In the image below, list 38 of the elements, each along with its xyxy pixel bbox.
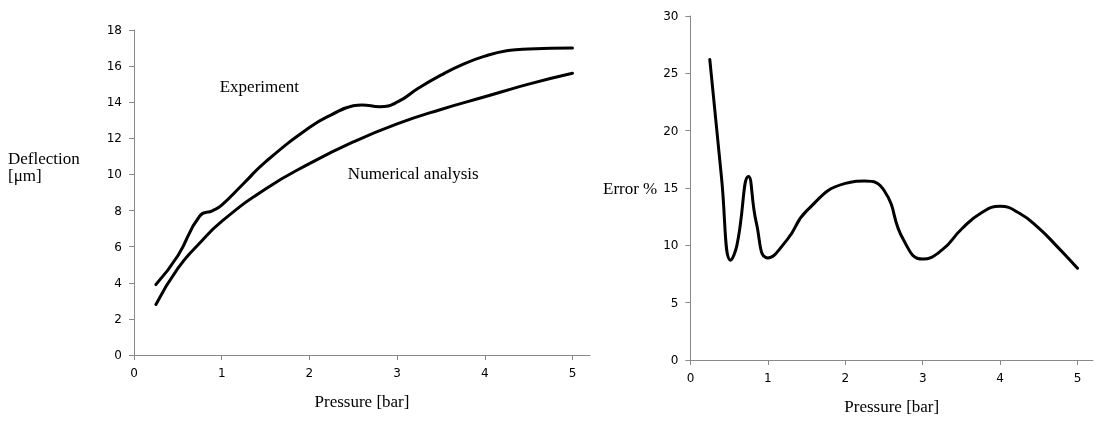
x-tick-label: 4 <box>996 371 1004 385</box>
x-tick-label: 0 <box>130 366 138 380</box>
y-tick-label: 2 <box>114 311 122 326</box>
y-axis-title: Deflection [μm] <box>8 149 84 185</box>
y-tick-label: 5 <box>670 295 679 310</box>
x-tick-label: 2 <box>305 366 314 380</box>
y-tick-label: 25 <box>663 66 679 81</box>
x-axis-title: Pressure [bar] <box>844 397 940 416</box>
y-tick-label: 12 <box>106 131 122 146</box>
line-series <box>154 71 574 306</box>
y-axis-title: Error % <box>603 178 658 198</box>
y-tick-label: 4 <box>114 275 122 290</box>
y-tick-label: 15 <box>663 181 679 195</box>
x-tick-label: 5 <box>568 366 577 380</box>
x-axis-title: Pressure [bar] <box>314 392 410 411</box>
series-label: Experiment <box>219 76 300 96</box>
y-tick-label: 10 <box>663 238 679 253</box>
x-tick-label: 3 <box>393 366 401 380</box>
y-tick-label: 10 <box>106 167 122 182</box>
x-tick-label: 1 <box>764 371 772 385</box>
y-tick-label: 14 <box>106 95 122 110</box>
x-tick-label: 2 <box>841 371 850 385</box>
y-tick-label: 8 <box>114 203 122 218</box>
y-tick-label: 6 <box>114 239 122 254</box>
x-tick-label: 5 <box>1073 371 1082 385</box>
x-tick-label: 4 <box>480 366 489 380</box>
x-tick-label: 3 <box>918 371 927 385</box>
y-tick-label: 30 <box>663 9 679 23</box>
y-tick-label: 0 <box>670 353 679 367</box>
y-tick-label: 18 <box>106 23 122 37</box>
y-tick-label: 0 <box>114 348 122 362</box>
line-series <box>708 58 1080 270</box>
y-tick-label: 20 <box>663 123 679 138</box>
x-tick-label: 1 <box>217 366 226 380</box>
y-tick-label: 16 <box>106 59 122 74</box>
x-tick-label: 0 <box>686 371 695 385</box>
series-label: Numerical analysis <box>347 163 479 183</box>
line-series <box>154 46 574 287</box>
